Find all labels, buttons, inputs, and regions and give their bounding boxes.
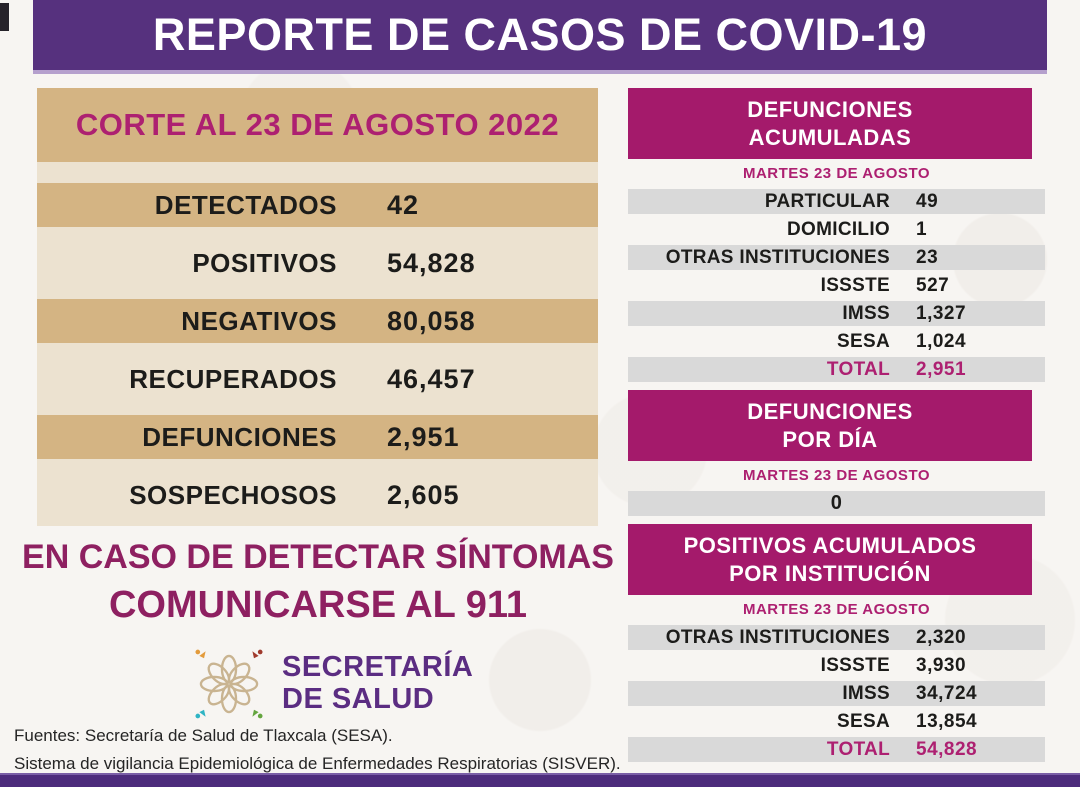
stat-label: RECUPERADOS	[129, 363, 337, 394]
row-issste: ISSSTE 527	[628, 273, 1045, 298]
row-label: TOTAL	[826, 738, 890, 760]
stat-value: 54,828	[387, 247, 476, 278]
row-value: 3,930	[916, 654, 967, 676]
section-date: MARTES 23 DE AGOSTO	[742, 601, 931, 618]
right-stats-column: DEFUNCIONES ACUMULADAS MARTES 23 DE AGOSTO…	[628, 88, 1045, 770]
cutoff-date-label: CORTE AL 23 DE AGOSTO 2022	[75, 107, 560, 142]
row-value: 34,724	[916, 682, 978, 704]
row-label: ISSSTE	[820, 274, 890, 296]
row-label: SESA	[837, 710, 890, 732]
section-header-line: DEFUNCIONES	[747, 97, 913, 122]
section-date: MARTES 23 DE AGOSTO	[742, 467, 931, 484]
row-value: 1	[916, 218, 928, 240]
flower-logo-icon	[195, 649, 263, 719]
page-title: REPORTE DE CASOS DE COVID-19	[152, 9, 928, 60]
stat-row-recuperados: RECUPERADOS 46,457	[37, 357, 598, 401]
cta-line2: COMUNICARSE AL 911	[108, 584, 528, 626]
stat-label: NEGATIVOS	[181, 305, 337, 336]
screen-edge-artifact	[0, 3, 9, 31]
row-label: OTRAS INSTITUCIONES	[665, 626, 890, 648]
row-label: IMSS	[842, 682, 890, 704]
row-sesa: SESA 1,024	[628, 329, 1045, 354]
row-value: 1,024	[916, 330, 967, 352]
stat-value: 2,951	[387, 421, 460, 452]
row-domicilio: DOMICILIO 1	[628, 217, 1045, 242]
section-header-defunciones-acumuladas: DEFUNCIONES ACUMULADAS	[628, 88, 1032, 159]
section-header-positivos-acumulados: POSITIVOS ACUMULADOS POR INSTITUCIÓN	[628, 524, 1032, 595]
section-positivos-acumulados: POSITIVOS ACUMULADOS POR INSTITUCIÓN MARTE…	[628, 524, 1045, 762]
row-otras-instituciones: OTRAS INSTITUCIONES 23	[628, 245, 1045, 270]
secretaria-salud-logo: SECRETARÍA DE SALUD	[190, 645, 520, 723]
stat-value: 80,058	[387, 305, 476, 336]
section-date: MARTES 23 DE AGOSTO	[742, 165, 931, 182]
section-header-line: POSITIVOS ACUMULADOS	[683, 533, 977, 558]
sources-block: Fuentes: Secretaría de Salud de Tlaxcala…	[14, 726, 634, 782]
row-value: 2,320	[916, 626, 967, 648]
cutoff-date-header: CORTE AL 23 DE AGOSTO 2022	[37, 88, 598, 162]
stat-label: POSITIVOS	[192, 247, 337, 278]
logo-line1: SECRETARÍA	[282, 651, 474, 684]
row-label: OTRAS INSTITUCIONES	[665, 246, 890, 268]
row-sesa: SESA 13,854	[628, 709, 1045, 734]
row-single-value: 0	[628, 491, 1045, 516]
row-label: DOMICILIO	[787, 218, 890, 240]
row-value: 0	[830, 492, 843, 514]
stat-label: DEFUNCIONES	[142, 421, 337, 452]
row-otras-instituciones: OTRAS INSTITUCIONES 2,320	[628, 625, 1045, 650]
row-imss: IMSS 34,724	[628, 681, 1045, 706]
stat-row-negativos: NEGATIVOS 80,058	[37, 299, 598, 343]
source-line2: Sistema de vigilancia Epidemiológica de …	[14, 754, 621, 773]
stat-label: SOSPECHOSOS	[129, 479, 337, 510]
stat-row-defunciones: DEFUNCIONES 2,951	[37, 415, 598, 459]
section-defunciones-por-dia: DEFUNCIONES POR DÍA MARTES 23 DE AGOSTO 0	[628, 390, 1045, 516]
row-particular: PARTICULAR 49	[628, 189, 1045, 214]
cta-line1: EN CASO DE DETECTAR SÍNTOMAS	[22, 538, 614, 576]
stat-row-sospechosos: SOSPECHOSOS 2,605	[37, 473, 598, 517]
stat-value: 42	[387, 189, 420, 220]
row-value: 49	[916, 190, 939, 212]
left-stats-panel: CORTE AL 23 DE AGOSTO 2022 DETECTADOS 42 P…	[37, 88, 598, 526]
row-value: 2,951	[916, 358, 967, 380]
section-header-line: ACUMULADAS	[748, 124, 912, 150]
section-header-line: POR DÍA	[782, 426, 878, 452]
row-label: ISSSTE	[820, 654, 890, 676]
row-imss: IMSS 1,327	[628, 301, 1045, 326]
row-issste: ISSSTE 3,930	[628, 653, 1045, 678]
row-total: TOTAL 54,828	[628, 737, 1045, 762]
row-value: 23	[916, 246, 939, 268]
stat-row-positivos: POSITIVOS 54,828	[37, 241, 598, 285]
stat-label: DETECTADOS	[154, 189, 337, 220]
logo-corner-accents	[195, 649, 263, 719]
section-header-line: DEFUNCIONES	[747, 399, 913, 424]
section-defunciones-acumuladas: DEFUNCIONES ACUMULADAS MARTES 23 DE AGOSTO…	[628, 88, 1045, 382]
row-label: SESA	[837, 330, 890, 352]
stat-row-detectados: DETECTADOS 42	[37, 183, 598, 227]
row-value: 527	[916, 274, 950, 296]
source-line1: Fuentes: Secretaría de Salud de Tlaxcala…	[14, 726, 393, 745]
stat-value: 46,457	[387, 363, 476, 394]
row-label: IMSS	[842, 302, 890, 324]
row-label: TOTAL	[826, 358, 890, 380]
bottom-accent-strip	[0, 773, 1080, 787]
section-header-line: POR INSTITUCIÓN	[729, 560, 931, 586]
row-label: PARTICULAR	[764, 190, 890, 212]
left-stats-rows: DETECTADOS 42 POSITIVOS 54,828 NEGATIVOS 80,0…	[37, 183, 598, 517]
stat-value: 2,605	[387, 479, 460, 510]
row-value: 13,854	[916, 710, 978, 732]
row-value: 1,327	[916, 302, 967, 324]
logo-wordmark: SECRETARÍA DE SALUD	[282, 651, 474, 716]
row-total: TOTAL 2,951	[628, 357, 1045, 382]
section-header-defunciones-por-dia: DEFUNCIONES POR DÍA	[628, 390, 1032, 461]
row-value: 54,828	[916, 738, 978, 760]
cta-block: EN CASO DE DETECTAR SÍNTOMAS COMUNICARSE…	[18, 538, 618, 627]
top-banner: REPORTE DE CASOS DE COVID-19	[33, 0, 1047, 74]
logo-line2: DE SALUD	[282, 683, 435, 715]
